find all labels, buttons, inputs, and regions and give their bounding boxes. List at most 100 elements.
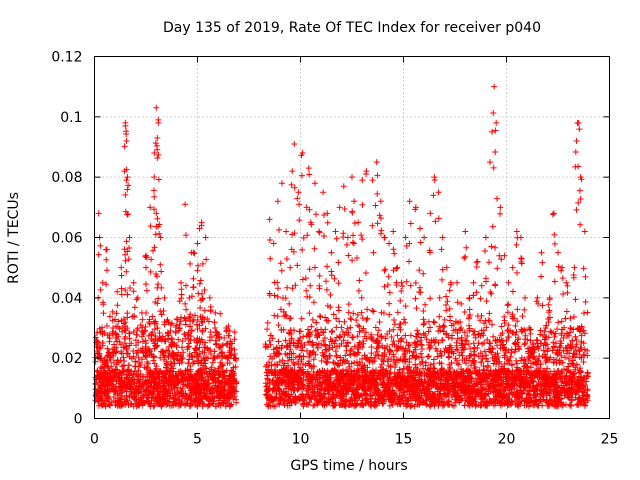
data-point <box>427 324 434 331</box>
data-point <box>536 352 543 359</box>
data-point <box>296 328 303 335</box>
data-point <box>278 180 285 187</box>
data-point <box>451 403 458 410</box>
data-point <box>565 355 572 362</box>
data-point <box>386 311 393 318</box>
data-point <box>287 264 294 271</box>
data-point <box>369 177 376 184</box>
data-point <box>176 325 183 332</box>
data-point <box>391 321 398 328</box>
data-point <box>264 326 271 333</box>
data-point <box>154 134 161 141</box>
data-point <box>99 279 106 286</box>
data-point <box>375 327 382 334</box>
data-point <box>217 310 224 317</box>
data-point <box>550 339 557 346</box>
data-point <box>118 264 125 271</box>
data-point <box>178 279 185 286</box>
data-point <box>305 165 312 172</box>
data-point <box>211 319 218 326</box>
data-point <box>420 316 427 323</box>
data-point <box>321 341 328 348</box>
data-point <box>266 337 273 344</box>
data-point <box>194 240 201 247</box>
data-point <box>330 311 337 318</box>
data-point <box>418 354 425 361</box>
data-point <box>484 362 491 369</box>
data-point <box>266 216 273 223</box>
data-point <box>287 315 294 322</box>
data-point <box>283 228 290 235</box>
data-point <box>114 338 121 345</box>
data-point <box>264 319 271 326</box>
data-point <box>155 119 162 126</box>
data-point <box>562 315 569 322</box>
data-point <box>351 198 358 205</box>
data-point <box>391 370 398 377</box>
data-point <box>355 219 362 226</box>
data-point <box>322 314 329 321</box>
data-point <box>377 198 384 205</box>
data-point <box>348 316 355 323</box>
data-point <box>275 322 282 329</box>
data-point <box>328 249 335 256</box>
data-point <box>212 309 219 316</box>
data-point <box>584 369 591 376</box>
data-point <box>124 174 131 181</box>
data-point <box>390 228 397 235</box>
data-point <box>274 198 281 205</box>
data-point <box>394 309 401 316</box>
data-point <box>221 334 228 341</box>
data-point <box>157 354 164 361</box>
data-point <box>110 394 117 401</box>
data-point <box>513 360 520 367</box>
data-point <box>349 174 355 181</box>
data-point <box>475 340 482 347</box>
data-point <box>328 328 335 335</box>
data-point <box>347 315 354 322</box>
data-points <box>92 83 591 410</box>
data-point <box>430 360 437 367</box>
data-point <box>206 294 213 301</box>
data-point <box>295 189 302 196</box>
data-point <box>313 319 320 326</box>
data-point <box>407 332 414 339</box>
data-point <box>122 122 129 129</box>
data-point <box>182 201 189 208</box>
data-point <box>182 300 189 307</box>
data-point <box>544 348 551 355</box>
data-point <box>207 329 214 336</box>
data-point <box>353 317 360 324</box>
data-point <box>558 318 565 325</box>
data-point <box>231 336 238 343</box>
data-point <box>376 319 383 326</box>
data-point <box>498 323 505 330</box>
data-point <box>123 137 130 144</box>
data-point <box>309 316 316 323</box>
data-point <box>116 338 123 345</box>
data-point <box>142 337 149 344</box>
data-point <box>401 316 408 323</box>
data-point <box>471 358 478 365</box>
data-point <box>122 333 129 340</box>
data-point <box>123 177 130 184</box>
data-point <box>297 364 304 371</box>
data-point <box>572 344 579 351</box>
data-point <box>427 210 434 217</box>
data-point <box>282 312 289 319</box>
data-point <box>323 359 330 366</box>
data-point <box>343 347 350 354</box>
data-point <box>386 402 393 409</box>
data-point <box>298 315 305 322</box>
data-point <box>202 234 209 241</box>
data-point <box>519 313 526 320</box>
data-point <box>576 347 583 354</box>
data-point <box>143 387 150 394</box>
data-point <box>465 341 472 348</box>
data-point <box>373 159 380 166</box>
data-point <box>151 326 158 333</box>
data-point <box>175 336 182 343</box>
data-point <box>143 264 149 271</box>
data-point <box>126 234 133 241</box>
data-point <box>231 329 238 336</box>
